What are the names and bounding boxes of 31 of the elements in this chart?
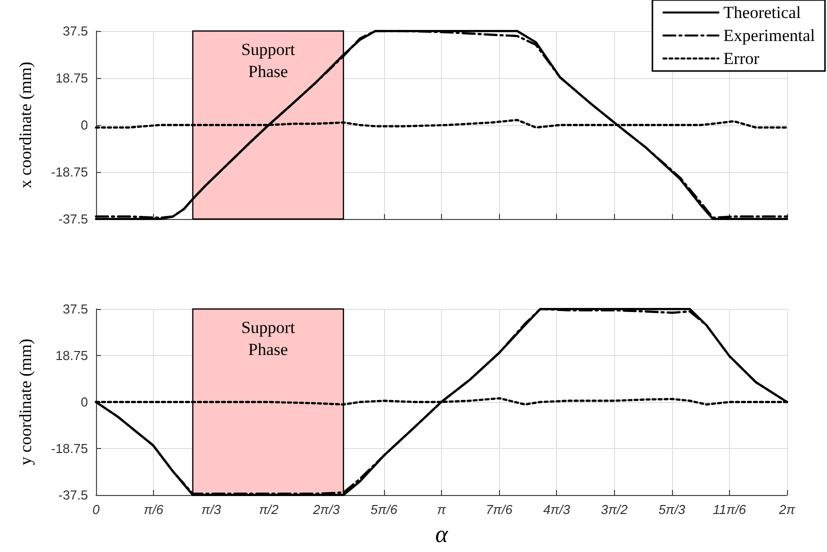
band-label: Support Phase: [241, 318, 296, 359]
legend-label: Error: [723, 49, 760, 68]
x-axis-title: α: [435, 522, 448, 548]
x-tick-label: 0: [92, 502, 100, 517]
y-tick-label: 37.5: [62, 302, 88, 316]
y-axis-title: y coordinate (mm): [16, 338, 35, 466]
x-tick-label: π/2: [258, 502, 280, 517]
x-tick-label: 11π/6: [712, 502, 747, 517]
y-tick-label: -37.5: [58, 212, 88, 226]
y-tick-label: 18.75: [55, 348, 88, 363]
y-tick-label: 0: [80, 394, 88, 410]
x-tick-label: π/3: [201, 502, 222, 517]
y-axis-title: x coordinate (mm): [16, 62, 35, 188]
x-tick-label: 2π/3: [312, 502, 340, 517]
x-tick-label: 5π/6: [370, 502, 398, 517]
x-tick-label: 4π/3: [543, 502, 571, 517]
y-tick-label: -18.75: [51, 441, 88, 456]
legend-label: Experimental: [723, 26, 816, 45]
y-tick-label: -37.5: [58, 488, 88, 502]
y-tick-label: 37.5: [62, 24, 88, 38]
y-tick-label: 0: [80, 118, 88, 132]
legend-label: Theoretical: [723, 3, 802, 22]
x-tick-label: π: [437, 502, 446, 517]
x-tick-label: π/6: [144, 502, 164, 517]
x-tick-label: 5π/3: [658, 502, 686, 517]
x-tick-label: 7π/6: [486, 502, 514, 517]
x-tick-label: 3π/2: [600, 502, 628, 517]
y-tick-label: -18.75: [51, 164, 88, 180]
y-tick-label: 18.75: [55, 70, 88, 86]
band-label: Support Phase: [241, 40, 296, 81]
x-tick-label: 2π: [778, 502, 796, 517]
